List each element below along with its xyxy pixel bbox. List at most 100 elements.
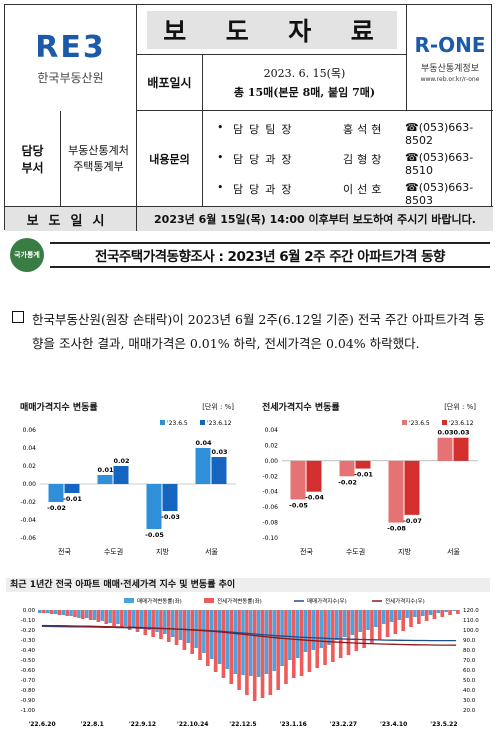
x-date-label: '23.4.10: [380, 721, 407, 728]
jeonse-rate-bar: [268, 610, 273, 695]
sale-rate-bar: [413, 610, 417, 617]
bar: [306, 460, 322, 492]
checkbox-bullet-icon: [12, 311, 24, 323]
dept-label: 담당 부서: [5, 111, 61, 207]
jeonse-rate-bar: [370, 610, 374, 644]
y-left-tick-label: -0.60: [21, 668, 36, 674]
jeonse-rate-bar: [213, 610, 218, 672]
distribution-label: 배포일시: [137, 55, 203, 111]
jeonse-rate-bar: [174, 610, 179, 645]
bar-value-label: -0.02: [47, 504, 66, 512]
bar: [211, 457, 227, 484]
y-right-tick-label: 40.0: [463, 688, 476, 694]
sale-rate-bar: [342, 610, 347, 637]
y-tick-label: -0.04: [20, 517, 36, 524]
jeonse-rate-bar: [338, 610, 343, 658]
sale-rate-bar: [405, 610, 409, 618]
sale-rate-bar: [77, 610, 81, 618]
jeonse-chart-unit: [단위 : %]: [444, 403, 476, 411]
bar: [290, 460, 306, 500]
bar: [404, 460, 420, 515]
bar-value-label: -0.05: [289, 501, 308, 509]
bar: [146, 484, 162, 529]
jeonse-rate-bar: [96, 610, 101, 622]
bar: [113, 466, 129, 484]
sale-rate-bar: [178, 610, 183, 640]
sale-rate-bar: [319, 610, 323, 648]
sale-rate-bar: [249, 610, 253, 676]
jeonse-rate-bar: [284, 610, 288, 684]
jeonse-rate-bar: [198, 610, 202, 660]
person-role: 담당과장: [233, 153, 298, 166]
embargo-row: 보도일시 2023년 6월 15일(목) 14:00 이후부터 보도하여 주시기…: [5, 207, 493, 231]
trend-chart-title: 최근 1년간 전국 아파트 매매·전세가격 지수 및 변동률 추이: [6, 578, 490, 592]
sale-chart-unit: [단위 : %]: [202, 403, 234, 411]
legend-label: 매매가격변동률(좌): [137, 597, 182, 605]
sale-rate-bar: [170, 610, 175, 637]
reb-logo-mark: RE3: [35, 30, 106, 65]
jeonse-bar-chart: '23.6.5'23.6.120.040.020.00-0.02-0.04-0.…: [262, 420, 478, 556]
sale-rate-bar: [381, 610, 386, 624]
legend-swatch: [160, 420, 165, 425]
y-tick-label: -0.02: [20, 499, 36, 506]
jeonse-rate-bar: [432, 610, 437, 619]
contact-people-list: • 담당팀장 홍석현 ☎(053)663-8502 • 담당과장 김형창 ☎(0…: [203, 111, 493, 207]
department-row: 담당 부서 부동산통계처 주택통계부 내용문의 • 담당팀장 홍석현 ☎(053…: [5, 111, 493, 207]
r-one-logo-mark: R-ONE: [414, 33, 486, 57]
jeonse-rate-bar: [73, 610, 77, 617]
jeonse-rate-bar: [65, 610, 69, 616]
x-date-label: '23.1.16: [280, 721, 307, 728]
bar: [64, 484, 80, 493]
reb-logo: RE3 한국부동산원: [5, 5, 137, 111]
x-category-label: 서울: [447, 547, 460, 556]
x-category-label: 지방: [156, 547, 169, 556]
jeonse-rate-bar: [299, 610, 304, 676]
sale-rate-bar: [256, 610, 261, 677]
y-right-tick-label: 110.0: [463, 618, 479, 624]
y-left-tick-label: -0.70: [21, 678, 36, 684]
contact-label: 내용문의: [137, 111, 203, 207]
sale-rate-bar: [139, 610, 144, 629]
legend-swatch: [442, 420, 447, 425]
jeonse-rate-bar: [112, 610, 116, 626]
y-right-tick-label: 50.0: [463, 678, 476, 684]
bar-value-label: -0.05: [145, 531, 164, 539]
jeonse-rate-bar: [57, 610, 62, 615]
sale-rate-bar: [69, 610, 73, 616]
person-role: 담당팀장: [233, 123, 298, 136]
person-name: 홍석현: [343, 123, 386, 136]
jeonse-rate-bar: [346, 610, 351, 655]
sale-rate-bar: [428, 610, 433, 615]
y-left-tick-label: -0.50: [21, 658, 36, 664]
sale-rate-bar: [374, 610, 378, 627]
y-tick-label: -0.04: [262, 489, 278, 496]
title-char: 자: [288, 16, 318, 46]
jeonse-rate-bar: [151, 610, 155, 637]
bar: [48, 484, 64, 502]
y-tick-label: 0.00: [23, 481, 37, 488]
bar-value-label: -0.01: [354, 471, 373, 479]
headline-bar: 국가통계 전국주택가격동향조사 : 2023년 6월 2주 주간 아파트가격 동…: [10, 238, 490, 272]
jeonse-rate-bar: [127, 610, 132, 630]
bar-value-label: -0.07: [403, 517, 422, 525]
jeonse-rate-bar: [385, 610, 390, 637]
sale-rate-bar: [186, 610, 191, 643]
jeonse-rate-bar: [315, 610, 320, 668]
bar-value-label: -0.02: [338, 478, 357, 486]
y-left-tick-label: 0.00: [23, 608, 36, 614]
sale-rate-bar: [233, 610, 237, 674]
jeonse-rate-bar: [104, 610, 109, 624]
sale-rate-bar: [61, 610, 66, 615]
sale-rate-bar: [389, 610, 394, 622]
sale-rate-bar: [350, 610, 355, 635]
distribution-pages: 총 15매(본문 8매, 붙임 7매): [233, 86, 376, 99]
y-right-tick-label: 30.0: [463, 698, 476, 704]
sale-chart-title: 매매가격지수 변동률: [20, 403, 98, 413]
y-right-tick-label: 70.0: [463, 658, 476, 664]
sale-rate-bar: [108, 610, 112, 623]
r-one-logo: R-ONE 부동산통계정보 www.reb.or.kr/r-one: [407, 5, 493, 111]
legend-label: 전세가격지수(우): [385, 597, 425, 605]
y-tick-label: -0.02: [262, 473, 278, 480]
